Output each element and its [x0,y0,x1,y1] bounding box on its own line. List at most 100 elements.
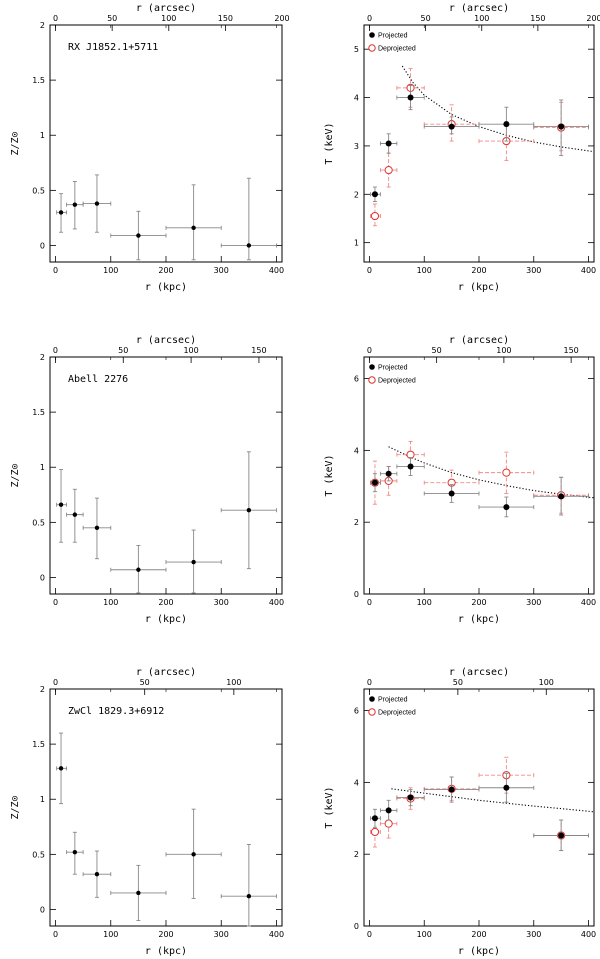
x-tick-label: 100 [103,598,118,607]
x-tick-label: 300 [526,598,541,607]
x2-axis-label: r (arcsec) [449,3,509,14]
y-axis-label: Z/Z⊙ [10,795,21,819]
x-tick-label: 200 [471,598,486,607]
y-tick-label: 6 [354,707,359,716]
y-tick-label: 0.5 [32,518,45,527]
x-tick-label: 0 [367,930,372,939]
y-tick-label: 0 [354,922,359,931]
y-tick-label: 2 [354,190,359,199]
chart-panel-row3-left: 0 100 200 300 400 0 50 100 0 0.5 1 1.5 2 r (kpc) r (ar… [10,667,284,957]
x-tick-label: 400 [581,930,596,939]
x2-tick-label: 200 [586,14,600,23]
x2-tick-label: 100 [539,678,554,687]
projected-point [385,470,392,477]
x2-tick-label: 150 [218,14,233,23]
x-tick-label: 100 [417,598,432,607]
legend-deprojected-marker [368,708,376,716]
x2-tick-label: 100 [474,14,489,23]
abundance-point [94,201,100,206]
x-tick-label: 0 [367,266,372,275]
abundance-point [58,210,64,215]
projected-point [448,123,455,130]
projected-point [503,504,510,511]
y-tick-label: 0.5 [32,186,45,195]
legend-projected-label: Projected [378,33,408,40]
y-tick-label: 1 [40,463,45,472]
x2-tick-label: 0 [53,678,58,687]
x-axis-label: r (kpc) [458,282,500,293]
x2-tick-label: 200 [274,14,289,23]
abundance-point [94,525,100,531]
x-tick-label: 200 [158,598,173,607]
deprojected-point [384,819,393,828]
model-fit-curve [401,65,595,153]
y-axis-label: T (keV) [324,786,335,828]
abundance-point [136,233,141,238]
projected-point [503,121,510,128]
chart-panel-row1-left: 0 100 200 300 400 0 50 100 150 200 0 0.5 1 1.5 2 r (kpc… [10,3,290,293]
y-tick-label: 2 [40,21,45,30]
x-tick-label: 200 [158,930,173,939]
y-tick-label: 2 [354,518,359,527]
x2-axis-label: r (arcsec) [136,3,196,14]
x-axis-label: r (kpc) [145,946,187,957]
x2-axis-label: r (arcsec) [136,335,196,346]
projected-point [385,807,392,814]
y-tick-label: 2 [40,685,45,694]
y-tick-label: 0.5 [32,850,45,859]
x2-tick-label: 0 [53,14,58,23]
x-tick-label: 300 [214,598,229,607]
projected-point [385,140,392,147]
legend-projected-marker [369,696,375,702]
x-tick-label: 200 [471,930,486,939]
legend-deprojected-label: Deprojected [378,378,416,385]
x-axis-label: r (kpc) [145,282,187,293]
x2-tick-label: 0 [53,346,58,355]
abundance-point [191,225,196,231]
y-tick-label: 2 [354,850,359,859]
x-tick-label: 400 [581,266,596,275]
y-axis-label: T (keV) [324,454,335,496]
y-tick-label: 4 [354,94,359,103]
x-tick-label: 400 [269,598,284,607]
y-tick-label: 5 [354,45,359,54]
y-axis-label: Z/Z⊙ [10,463,21,487]
y-tick-label: 0 [40,905,45,914]
projected-point [503,784,510,791]
x2-tick-label: 100 [226,678,241,687]
projected-point [371,191,378,198]
x2-tick-label: 100 [496,346,511,355]
abundance-point [72,849,78,855]
projected-point [448,786,455,793]
x-tick-label: 0 [53,930,58,939]
projected-point [371,479,378,486]
y-tick-label: 4 [354,446,359,455]
x-tick-label: 100 [103,266,118,275]
abundance-point [191,852,196,857]
model-fit-curve [391,788,595,813]
plot-frame [49,688,283,927]
x2-tick-label: 0 [367,678,372,687]
x-tick-label: 300 [526,930,541,939]
x2-axis-label: r (arcsec) [136,667,196,678]
x2-tick-label: 50 [432,346,442,355]
deprojected-point [384,166,393,175]
cluster-name-label: RX J1852.1+5711 [68,42,158,53]
projected-point [558,123,565,130]
y-tick-label: 1 [354,239,359,248]
x2-tick-label: 50 [421,14,431,23]
x-tick-label: 200 [158,266,173,275]
y-tick-label: 4 [354,778,359,787]
y-tick-label: 1.5 [32,740,45,749]
y-axis-label: Z/Z⊙ [10,131,21,155]
legend-projected-label: Projected [378,697,408,704]
y-tick-label: 3 [354,142,359,151]
x-tick-label: 0 [53,266,58,275]
deprojected-point [502,468,511,477]
chart-panel-row3-right: 0 100 200 300 400 0 50 100 0 2 4 6 r (kpc) r (arcsec)… [324,667,596,957]
legend-projected-label: Projected [378,365,408,372]
x2-tick-label: 50 [453,678,463,687]
legend-deprojected-label: Deprojected [378,46,416,53]
projected-point [407,94,414,101]
